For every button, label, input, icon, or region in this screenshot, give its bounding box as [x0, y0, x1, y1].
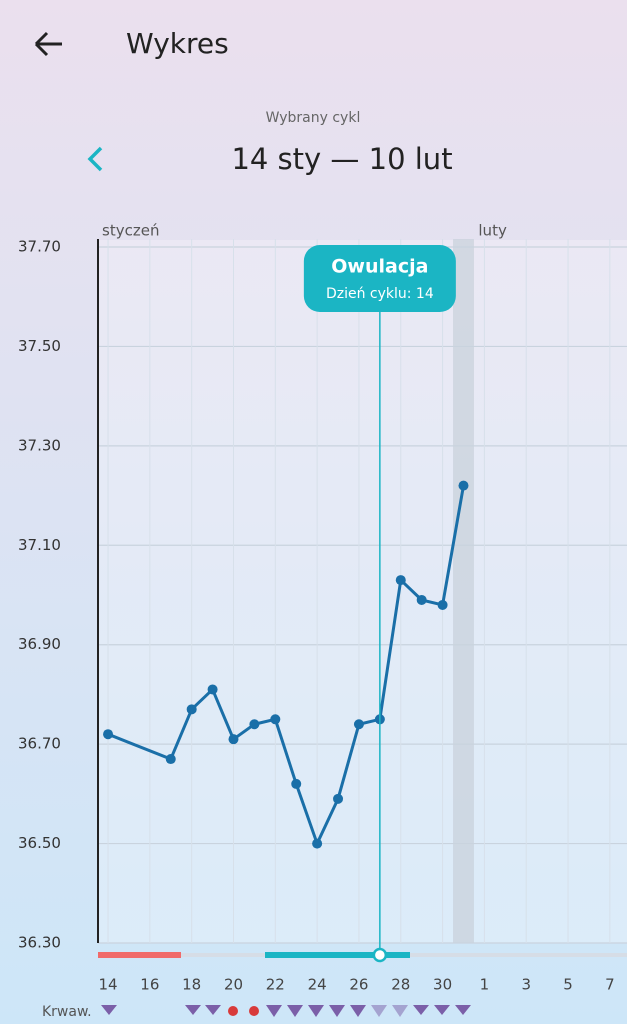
- back-button[interactable]: [34, 31, 62, 57]
- point: [458, 480, 469, 491]
- point: [416, 594, 427, 605]
- point: [228, 734, 239, 745]
- prev-cycle[interactable]: [87, 146, 103, 172]
- y-tick-label: 37.10: [18, 536, 61, 554]
- point: [165, 754, 176, 765]
- month-label: luty: [478, 222, 507, 240]
- tooltip-title: Owulacja: [331, 256, 428, 278]
- point: [291, 778, 302, 789]
- tooltip: [303, 245, 456, 312]
- y-tick-label: 37.50: [18, 337, 61, 355]
- x-tick-label: 3: [521, 976, 531, 994]
- plot-area: [98, 240, 627, 943]
- point: [312, 838, 323, 849]
- x-tick-label: 16: [140, 976, 159, 994]
- period-bar: [98, 952, 181, 958]
- point: [103, 729, 114, 740]
- cycle-label: Wybrany cykl: [266, 110, 361, 126]
- point: [207, 684, 218, 695]
- y-tick-label: 37.30: [18, 436, 61, 454]
- month-label: styczeń: [102, 222, 159, 240]
- fertile-bar: [265, 952, 410, 958]
- point: [333, 793, 344, 804]
- point: [249, 719, 260, 730]
- y-tick-label: 36.30: [18, 934, 61, 952]
- y-tick-label: 36.70: [18, 735, 61, 753]
- point: [395, 575, 406, 586]
- highlight-column: [453, 239, 474, 943]
- y-tick-label: 36.50: [18, 834, 61, 852]
- x-tick-label: 14: [98, 976, 117, 994]
- point: [437, 599, 448, 610]
- y-tick-label: 37.70: [18, 238, 61, 256]
- footer-label: Krwaw.: [42, 1004, 92, 1020]
- x-tick-label: 22: [266, 976, 285, 994]
- x-tick-label: 20: [224, 976, 243, 994]
- x-tick-label: 28: [391, 976, 410, 994]
- ovulation-marker: [372, 947, 388, 963]
- x-tick-label: 1: [480, 976, 490, 994]
- x-tick-label: 24: [308, 976, 327, 994]
- tooltip-text: Dzień cyklu: 14: [326, 286, 434, 302]
- cycle-range: 14 sty — 10 lut: [231, 142, 452, 176]
- page-title: Wykres: [126, 27, 229, 60]
- x-tick-label: 7: [605, 976, 615, 994]
- x-tick-label: 30: [433, 976, 452, 994]
- line: [107, 485, 465, 848]
- point: [353, 719, 364, 730]
- point: [270, 714, 281, 725]
- x-tick-label: 5: [563, 976, 573, 994]
- x-tick-label: 26: [349, 976, 368, 994]
- y-tick-label: 36.90: [18, 635, 61, 653]
- x-tick-label: 18: [182, 976, 201, 994]
- footer-icons: [101, 1005, 471, 1017]
- point: [186, 704, 197, 715]
